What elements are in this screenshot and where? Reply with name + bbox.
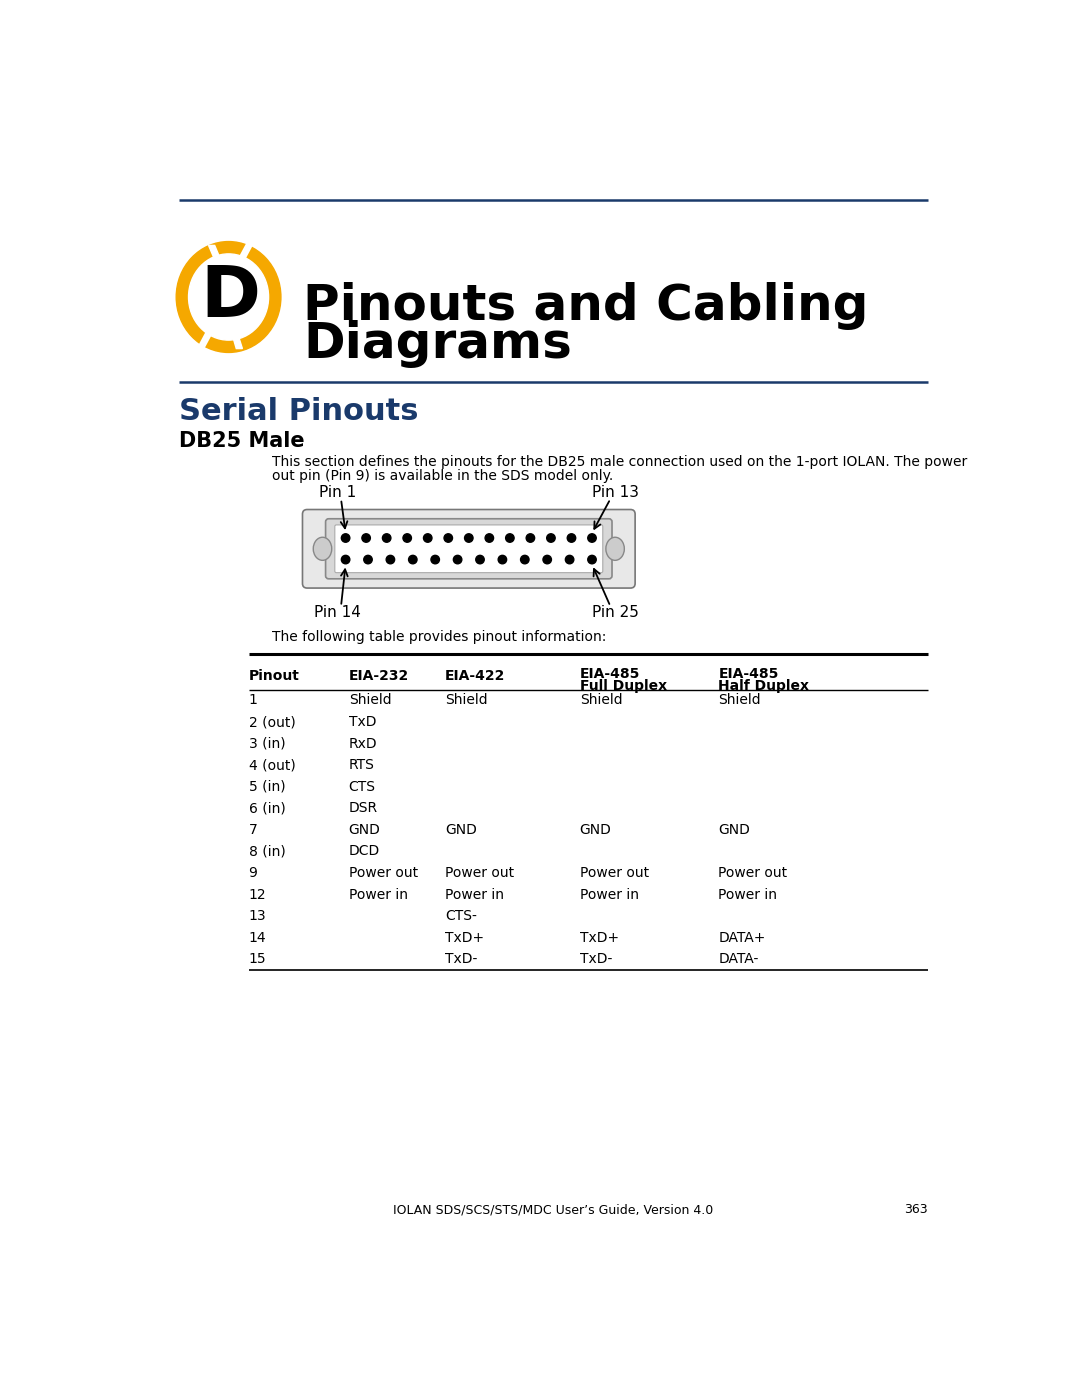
- Circle shape: [505, 534, 514, 542]
- Circle shape: [454, 556, 462, 564]
- Text: DB25 Male: DB25 Male: [179, 432, 305, 451]
- Text: 9: 9: [248, 866, 257, 880]
- Text: DSR: DSR: [349, 802, 378, 816]
- Text: Pinout: Pinout: [248, 669, 299, 683]
- Text: EIA-232: EIA-232: [349, 669, 409, 683]
- Text: This section defines the pinouts for the DB25 male connection used on the 1-port: This section defines the pinouts for the…: [272, 455, 967, 469]
- Circle shape: [565, 556, 573, 564]
- Text: Diagrams: Diagrams: [303, 320, 572, 367]
- Text: Power out: Power out: [580, 866, 649, 880]
- Circle shape: [364, 556, 373, 564]
- Text: 12: 12: [248, 887, 266, 901]
- Text: EIA-422: EIA-422: [445, 669, 505, 683]
- Text: 1: 1: [248, 693, 257, 707]
- Text: 14: 14: [248, 930, 266, 944]
- FancyBboxPatch shape: [302, 510, 635, 588]
- Text: out pin (Pin 9) is available in the SDS model only.: out pin (Pin 9) is available in the SDS …: [272, 469, 613, 483]
- Text: CTS-: CTS-: [445, 909, 476, 923]
- Text: EIA-485: EIA-485: [718, 666, 779, 680]
- Text: 15: 15: [248, 953, 266, 967]
- Text: 2 (out): 2 (out): [248, 715, 295, 729]
- Text: 8 (in): 8 (in): [248, 844, 285, 858]
- Circle shape: [423, 534, 432, 542]
- Circle shape: [408, 556, 417, 564]
- Text: Shield: Shield: [718, 693, 761, 707]
- Polygon shape: [208, 246, 242, 349]
- Text: CTS: CTS: [349, 780, 376, 793]
- Circle shape: [341, 556, 350, 564]
- Circle shape: [341, 534, 350, 542]
- Text: Pin 14: Pin 14: [314, 605, 362, 620]
- Text: Pinouts and Cabling: Pinouts and Cabling: [303, 282, 868, 330]
- Ellipse shape: [313, 538, 332, 560]
- Circle shape: [526, 534, 535, 542]
- Text: Power in: Power in: [445, 887, 504, 901]
- Circle shape: [431, 556, 440, 564]
- Circle shape: [444, 534, 453, 542]
- Text: GND: GND: [580, 823, 611, 837]
- Circle shape: [498, 556, 507, 564]
- Circle shape: [485, 534, 494, 542]
- Circle shape: [543, 556, 552, 564]
- Circle shape: [464, 534, 473, 542]
- Text: EIA-485: EIA-485: [580, 666, 640, 680]
- Text: RTS: RTS: [349, 759, 375, 773]
- Text: Pin 1: Pin 1: [320, 485, 356, 500]
- Circle shape: [476, 556, 484, 564]
- Circle shape: [387, 556, 394, 564]
- Ellipse shape: [176, 242, 281, 352]
- Text: TxD-: TxD-: [580, 953, 612, 967]
- Circle shape: [382, 534, 391, 542]
- Text: Power in: Power in: [349, 887, 407, 901]
- Text: Full Duplex: Full Duplex: [580, 679, 666, 693]
- Circle shape: [567, 534, 576, 542]
- Text: Pin 25: Pin 25: [592, 605, 638, 620]
- Text: TxD+: TxD+: [580, 930, 619, 944]
- Text: 363: 363: [904, 1203, 928, 1217]
- Ellipse shape: [189, 254, 269, 339]
- Text: Half Duplex: Half Duplex: [718, 679, 809, 693]
- Text: 5 (in): 5 (in): [248, 780, 285, 793]
- FancyBboxPatch shape: [335, 525, 603, 573]
- Circle shape: [588, 534, 596, 542]
- Text: 4 (out): 4 (out): [248, 759, 295, 773]
- Text: D: D: [201, 263, 261, 331]
- Circle shape: [546, 534, 555, 542]
- Circle shape: [362, 534, 370, 542]
- Text: TxD: TxD: [349, 715, 376, 729]
- Text: DATA-: DATA-: [718, 953, 758, 967]
- Text: RxD: RxD: [349, 736, 377, 750]
- Text: Power out: Power out: [718, 866, 787, 880]
- Text: Shield: Shield: [580, 693, 622, 707]
- Text: Power in: Power in: [718, 887, 778, 901]
- Text: IOLAN SDS/SCS/STS/MDC User’s Guide, Version 4.0: IOLAN SDS/SCS/STS/MDC User’s Guide, Vers…: [393, 1203, 714, 1217]
- Text: 6 (in): 6 (in): [248, 802, 285, 816]
- Text: Power out: Power out: [349, 866, 418, 880]
- Text: 7: 7: [248, 823, 257, 837]
- FancyBboxPatch shape: [325, 518, 612, 578]
- Text: The following table provides pinout information:: The following table provides pinout info…: [272, 630, 606, 644]
- Text: Shield: Shield: [349, 693, 391, 707]
- Text: 13: 13: [248, 909, 266, 923]
- Text: DCD: DCD: [349, 844, 380, 858]
- Text: Shield: Shield: [445, 693, 487, 707]
- Text: TxD-: TxD-: [445, 953, 477, 967]
- Text: GND: GND: [349, 823, 380, 837]
- Text: Pin 13: Pin 13: [592, 485, 638, 500]
- Text: DATA+: DATA+: [718, 930, 766, 944]
- Circle shape: [521, 556, 529, 564]
- Text: 3 (in): 3 (in): [248, 736, 285, 750]
- Text: Power out: Power out: [445, 866, 514, 880]
- Circle shape: [588, 556, 596, 564]
- Text: Power in: Power in: [580, 887, 638, 901]
- Text: Serial Pinouts: Serial Pinouts: [179, 397, 419, 426]
- Text: GND: GND: [718, 823, 751, 837]
- Text: GND: GND: [445, 823, 476, 837]
- Circle shape: [403, 534, 411, 542]
- Ellipse shape: [606, 538, 624, 560]
- Text: TxD+: TxD+: [445, 930, 484, 944]
